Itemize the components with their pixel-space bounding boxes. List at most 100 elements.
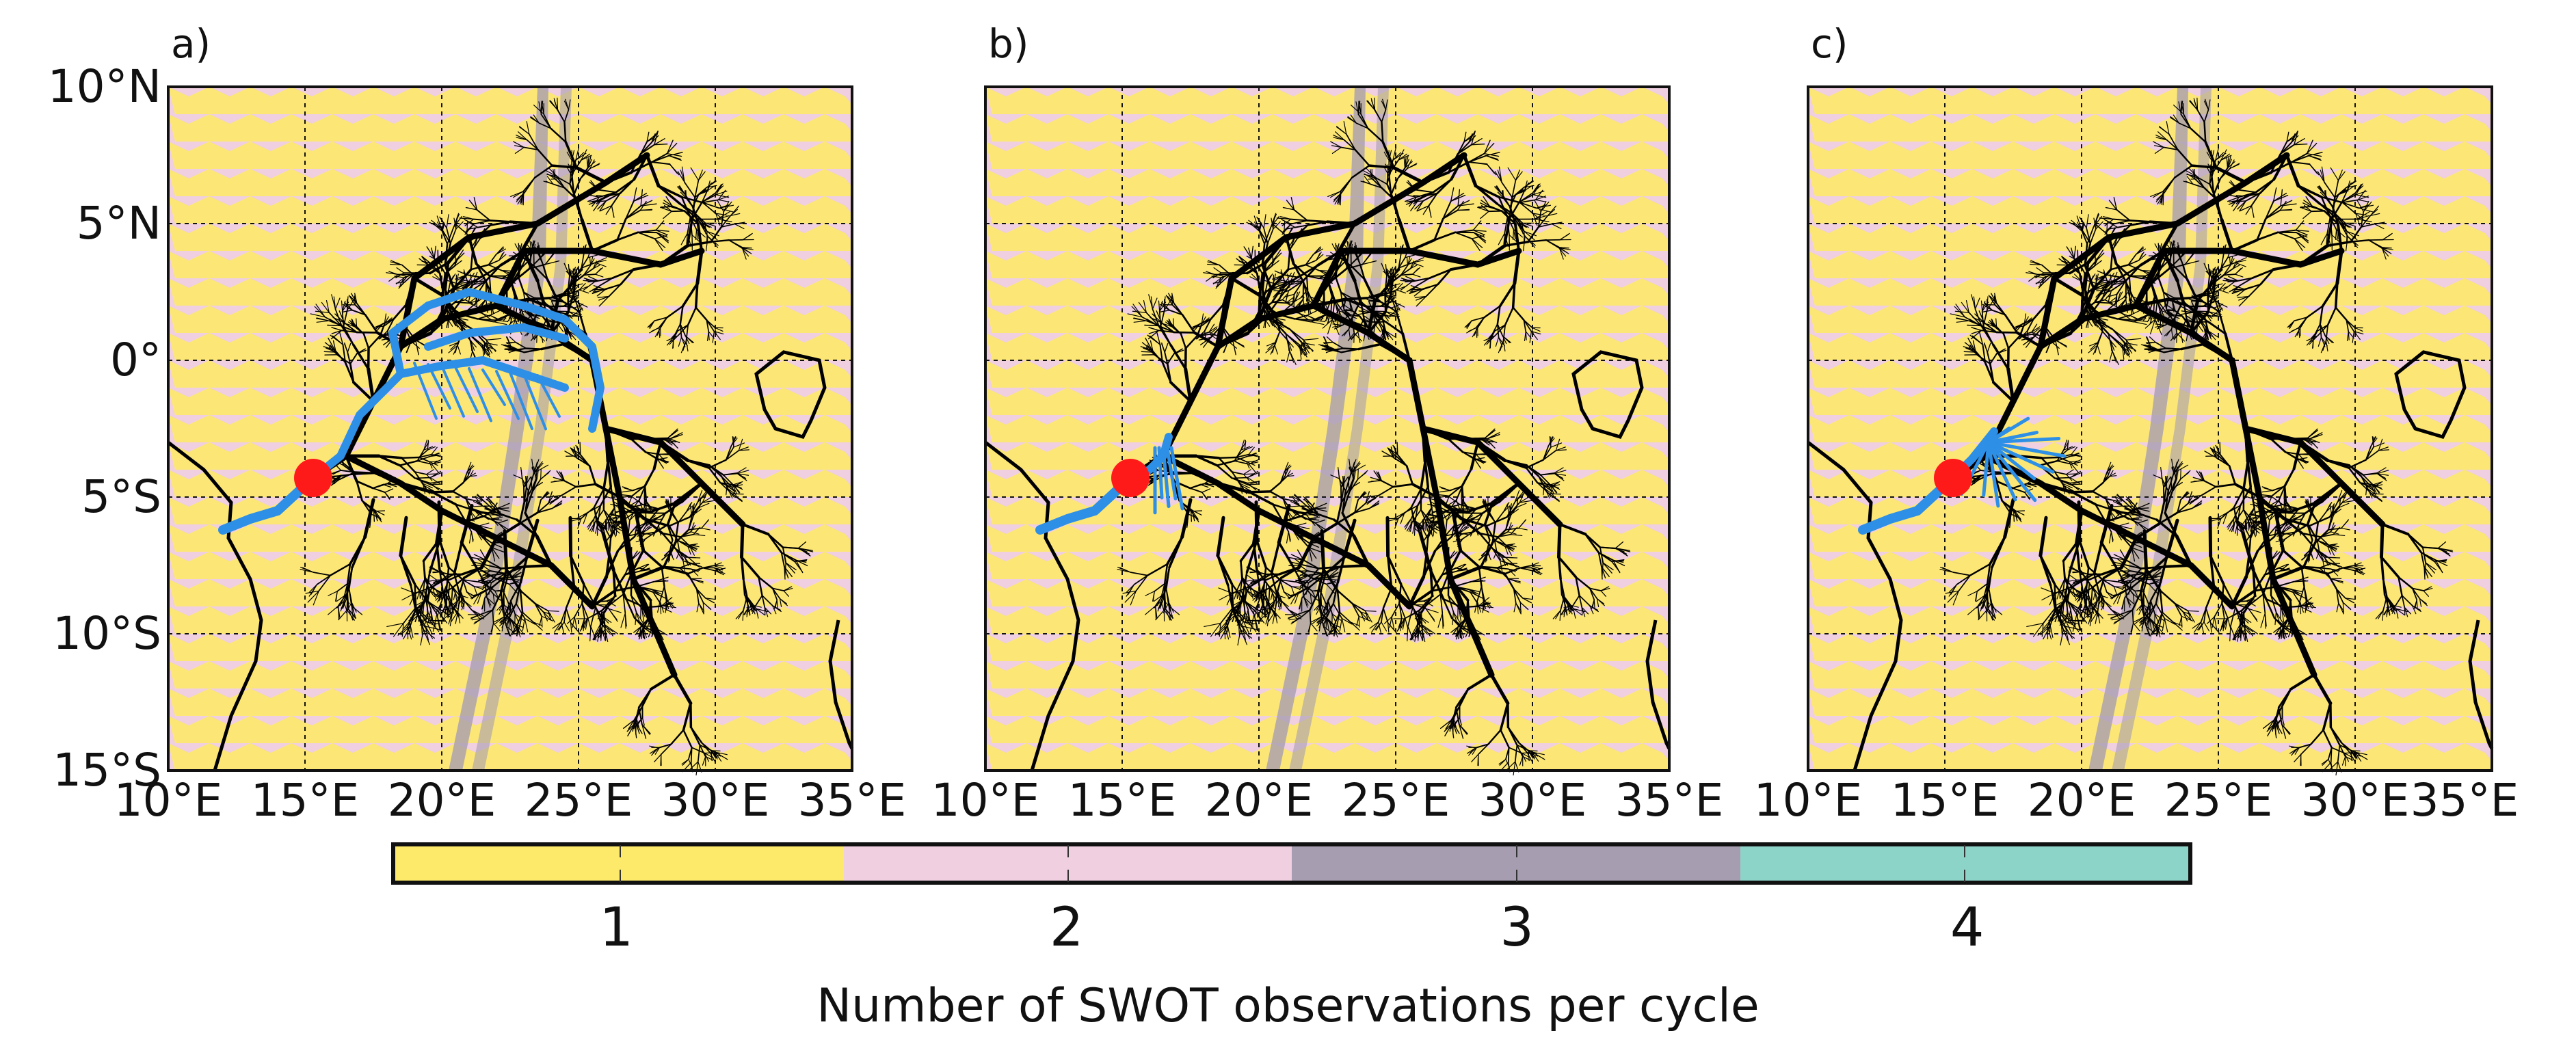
river-segment — [628, 507, 641, 510]
river-segment — [598, 524, 602, 533]
river-segment — [1484, 429, 1496, 439]
river-segment — [453, 541, 463, 575]
river-segment — [561, 342, 594, 362]
river-segment — [1542, 450, 1557, 461]
river-segment — [701, 193, 717, 203]
river-segment — [503, 529, 509, 571]
river-segment — [1246, 574, 1255, 581]
river-segment — [1248, 247, 1252, 259]
river-segment — [1275, 317, 1286, 321]
river-segment — [679, 551, 684, 561]
swath-band — [168, 688, 852, 716]
river-segment — [1521, 752, 1531, 759]
river-segment — [594, 262, 607, 267]
river-segment — [1530, 565, 1541, 570]
river-segment — [1288, 280, 1304, 292]
river-segment — [732, 483, 742, 489]
river-segment — [1398, 155, 1409, 161]
river-segment — [1244, 579, 1255, 583]
river-segment — [542, 611, 548, 621]
river-segment — [1463, 131, 1467, 143]
river-segment — [465, 206, 478, 211]
river-segment — [1555, 446, 1566, 451]
river-segment — [651, 135, 659, 144]
river-segment — [1256, 593, 1260, 602]
river-segment — [702, 202, 720, 209]
river-segment — [475, 496, 483, 507]
river-segment — [1559, 232, 1570, 241]
river-segment — [649, 327, 660, 334]
river-segment — [1368, 503, 1379, 509]
river-segment — [1292, 263, 1305, 283]
river-segment — [637, 507, 650, 514]
river-segment — [328, 337, 336, 351]
river-segment — [578, 455, 591, 467]
river-segment — [1288, 282, 1300, 286]
river-segment — [688, 543, 698, 546]
river-segment — [495, 246, 504, 255]
river-segment — [367, 335, 381, 349]
river-segment — [1540, 200, 1547, 213]
river-segment — [1364, 174, 1375, 177]
river-segment — [399, 516, 408, 558]
river-segment — [1314, 508, 1327, 512]
river-segment — [1352, 534, 1370, 567]
river-segment — [1394, 518, 1399, 529]
river-segment — [641, 526, 649, 534]
swath-band — [985, 716, 1669, 743]
river-segment — [687, 546, 691, 555]
river-segment — [533, 265, 548, 280]
river-segment — [1513, 588, 1517, 604]
river-segment — [621, 512, 635, 522]
river-segment — [1378, 486, 1394, 496]
river-segment — [401, 587, 416, 594]
river-segment — [1169, 309, 1184, 316]
river-segment — [509, 310, 512, 323]
river-segment — [1266, 583, 1277, 596]
river-segment — [1411, 196, 1424, 202]
river-segment — [651, 589, 662, 598]
highlight-reach — [218, 473, 318, 535]
river-segment — [764, 606, 769, 617]
river-segment — [336, 583, 349, 592]
river-segment — [702, 602, 704, 614]
river-segment — [533, 621, 543, 631]
river-segment — [1235, 457, 1247, 463]
river-segment — [1385, 99, 1388, 111]
river-segment — [1388, 308, 1400, 317]
river-segment — [601, 523, 605, 531]
river-segment — [718, 207, 734, 213]
river-segment — [1404, 505, 1419, 513]
river-segment — [470, 340, 477, 348]
river-segment — [446, 319, 449, 329]
river-segment — [1301, 515, 1316, 524]
river-segment — [657, 629, 661, 639]
river-segment — [527, 472, 535, 492]
river-segment — [1291, 561, 1303, 565]
river-segment — [1442, 559, 1450, 576]
river-segment — [1288, 505, 1301, 507]
river-segment — [667, 600, 674, 609]
river-segment — [578, 512, 588, 522]
highlight-reach — [509, 371, 533, 431]
river-segment — [704, 222, 716, 227]
river-segment — [715, 185, 722, 196]
river-segment — [1348, 328, 1351, 339]
river-segment — [349, 362, 355, 384]
river-segment — [1191, 471, 1219, 485]
river-segment — [682, 729, 693, 749]
river-segment — [1206, 271, 1216, 276]
river-segment — [559, 178, 571, 185]
river-segment — [691, 747, 706, 754]
river-segment — [1289, 513, 1298, 522]
river-segment — [486, 559, 503, 570]
river-segment — [455, 342, 459, 353]
river-segment — [1392, 147, 1396, 161]
river-segment — [1381, 101, 1387, 111]
river-segment — [699, 744, 706, 758]
river-segment — [591, 600, 607, 603]
river-segment — [420, 629, 424, 646]
river-segment — [610, 503, 622, 507]
river-segment — [605, 205, 613, 215]
river-segment — [551, 503, 562, 509]
